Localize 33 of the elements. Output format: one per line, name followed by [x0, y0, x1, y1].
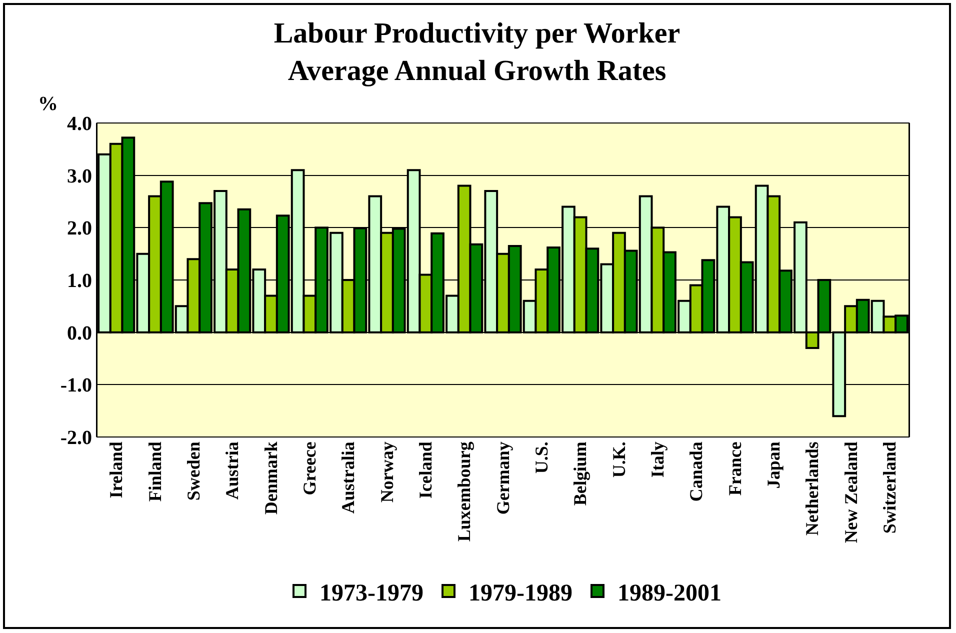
y-tick-label: 3.0 [67, 165, 92, 188]
y-axis-title: % [38, 93, 58, 115]
x-tick-label: Switzerland [880, 442, 900, 534]
x-tick-label: Italy [648, 442, 668, 478]
x-tick-label: Finland [144, 442, 165, 502]
y-tick-label: -2.0 [60, 427, 92, 449]
chart-title: Labour Productivity per Worker Average Annual Growth Rates [274, 17, 680, 88]
x-tick-label: Greece [300, 442, 320, 496]
x-tick-label: Austria [222, 442, 242, 500]
y-tick-label: -1.0 [60, 374, 92, 397]
x-tick-label: Ireland [106, 442, 126, 498]
x-tick-label: Norway [376, 442, 397, 503]
x-tick-label: Netherlands [802, 442, 822, 536]
x-tick-label: Sweden [184, 442, 204, 501]
legend-label: 1989-2001 [618, 580, 722, 606]
x-tick-label: Germany [492, 442, 513, 515]
x-tick-label: Australia [338, 442, 358, 514]
x-tick-label: Iceland [416, 442, 436, 499]
x-tick-label: U.S. [532, 442, 552, 474]
y-tick-label: 0.0 [67, 322, 92, 344]
y-tick-label: 1.0 [67, 270, 92, 292]
y-tick-label: 2.0 [67, 218, 92, 240]
x-tick-label: New Zealand [840, 442, 861, 544]
x-tick-label: Denmark [260, 442, 281, 515]
legend-label: 1973-1979 [320, 580, 424, 606]
y-tick-label: 4.0 [67, 113, 92, 135]
x-tick-label: Canada [686, 442, 706, 502]
x-tick-label: U.K. [608, 442, 629, 478]
legend-label: 1979-1989 [468, 580, 572, 606]
x-tick-label: Japan [764, 442, 784, 489]
x-tick-label: Luxembourg [454, 442, 474, 542]
x-tick-label: Belgium [570, 442, 590, 506]
x-tick-label: France [724, 442, 745, 496]
